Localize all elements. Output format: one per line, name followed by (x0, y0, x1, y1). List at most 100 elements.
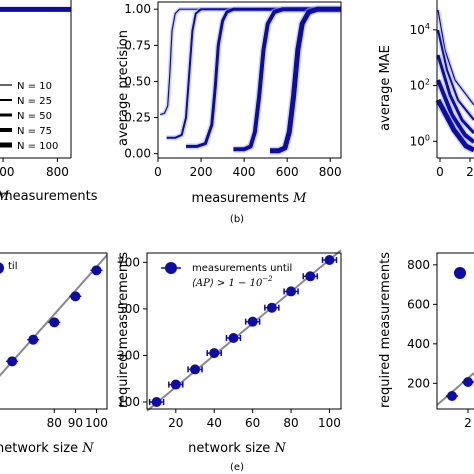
panel-f-point (463, 377, 473, 387)
panel-d-xticks: 80 90 100 (47, 409, 108, 430)
panel-e-xlabel-word: network size (188, 441, 270, 456)
panel-f-xtick-label: 2 (464, 416, 472, 430)
panel-d-xlabel-word: network size (0, 441, 78, 456)
panel-b-xticks: 0 200 400 600 800 (154, 158, 342, 179)
tick-exponent: 0 (425, 133, 430, 142)
panel-d-point (49, 317, 60, 328)
panel-c-series-4 (435, 98, 474, 153)
panel-f-yticks: 200 400 600 800 (407, 258, 437, 390)
panel-c-series-0 (437, 9, 474, 106)
panel-b-ytick-label: 0.50 (124, 74, 151, 88)
tick-exponent: 2 (425, 78, 430, 87)
panel-e-legend-line1: measurements until (192, 263, 292, 274)
panel-f-ylabel: required measurements (378, 252, 393, 408)
panel-f-frame (436, 252, 474, 410)
panel-a-xtick-label: 600 (0, 165, 15, 179)
panel-a-legend: N = 10 N = 25 N = 50 N = 75 N = 100 (0, 81, 58, 152)
panel-c-ytick-label: 100 (410, 133, 430, 148)
panel-e-point (305, 271, 316, 282)
panel-e-point (286, 286, 297, 297)
panel-b-yticks: 0.00 0.25 0.50 0.75 1.00 (124, 2, 158, 161)
panel-b-ytick-label: 1.00 (124, 2, 151, 16)
panel-f-xticks: 2 (464, 409, 472, 430)
panel-f-ytick-label: 400 (407, 337, 430, 351)
tick-exponent: 4 (425, 22, 430, 31)
panel-d-xtick-label: 100 (85, 416, 108, 430)
panel-d-xlabel-var: N (81, 441, 94, 456)
panel-e-xticks: 20 40 60 80 100 (168, 409, 341, 430)
panel-c-series-3 (436, 79, 474, 144)
panel-e-frame (146, 252, 342, 410)
panel-a-xticks: 600 800 (0, 158, 69, 179)
panel-a-legend-label: N = 75 (17, 126, 52, 137)
panel-e-ytick-label: 500 (117, 302, 140, 316)
panel-d-frame (0, 252, 108, 410)
panel-a-xlabel-var: M (0, 189, 10, 204)
panel-a-xlabel: measurements (0, 189, 98, 204)
panel-b-series-1 (166, 8, 341, 139)
panel-b: average precision 0.00 0.25 0.50 0.75 1.00 0… (116, 1, 342, 225)
panel-e-xlabel: network size N (188, 441, 286, 456)
panel-e-point (170, 379, 181, 390)
panel-c-ytick-label: 102 (410, 78, 430, 93)
panel-e-point (228, 332, 239, 343)
panel-d-legend-marker (0, 262, 4, 274)
panel-a-legend-label: N = 25 (17, 96, 52, 107)
panel-b-xtick-label: 400 (233, 165, 256, 179)
panel-f-legend-marker (454, 267, 466, 279)
panel-e: required measurements 100 300 500 700 20 40 6… (116, 249, 342, 473)
panel-b-xtick-label: 200 (190, 165, 213, 179)
panel-a-xtick-label: 800 (46, 165, 69, 179)
panel-e-ytick-label: 100 (117, 395, 140, 409)
panel-e-ylabel: required measurements (116, 252, 131, 408)
panel-a-legend-label: N = 50 (17, 111, 52, 122)
panel-f-ytick-label: 800 (407, 258, 430, 272)
panel-e-xtick-label: 20 (168, 416, 183, 430)
tick-base: 10 (410, 134, 425, 148)
panel-b-frame (157, 1, 342, 159)
panel-e-point (209, 348, 220, 359)
panel-a-legend-label: N = 100 (17, 141, 58, 152)
panel-e-xtick-label: 40 (207, 416, 222, 430)
panel-d-fit-line (0, 254, 108, 377)
panel-f-ytick-label: 600 (407, 297, 430, 311)
panel-d-xlabel: network size N (0, 441, 94, 456)
panel-e-point (190, 364, 201, 375)
panel-d-plot (0, 254, 108, 377)
panel-f-ytick-label: 200 (407, 376, 430, 390)
panel-c-plot (434, 9, 474, 154)
panel-b-ytick-label: 0.25 (124, 111, 151, 125)
panel-d-point (7, 356, 18, 367)
panel-c-ylabel: average MAE (378, 45, 393, 131)
panel-e-xtick-label: 80 (283, 416, 298, 430)
panel-e-legend-line2-exp: −2 (262, 275, 273, 283)
panel-b-ytick-label: 0.75 (124, 38, 151, 52)
panel-b-xlabel-var: M (292, 191, 307, 206)
panel-b-xtick-label: 800 (319, 165, 342, 179)
panel-e-plot (146, 249, 342, 412)
panel-d-point (28, 334, 39, 345)
panel-b-xtick-label: 600 (276, 165, 299, 179)
panel-b-ytick-label: 0.00 (124, 147, 151, 161)
panel-b-xlabel: measurements M (192, 191, 308, 206)
panel-f-point (447, 391, 457, 401)
panel-e-point (247, 316, 258, 327)
panel-e-xtick-label: 100 (318, 416, 341, 430)
panel-e-ytick-label: 700 (117, 255, 140, 269)
panel-c-series-2 (436, 54, 474, 135)
panel-d-point (91, 265, 102, 276)
panel-c-series-1 (437, 29, 474, 121)
panel-e-ytick-label: 300 (117, 348, 140, 362)
panel-c-ytick-label: 104 (410, 22, 430, 37)
tick-base: 10 (410, 23, 425, 37)
panel-e-legend: measurements until ⟨AP⟩ > 1 − 10−2 (161, 262, 292, 289)
panel-e-point (324, 254, 335, 265)
panel-b-xlabel-word: measurements (192, 191, 290, 206)
panel-b-series-3 (233, 7, 341, 152)
panel-d-xtick-label: 90 (68, 416, 83, 430)
panel-b-series-2 (186, 7, 341, 148)
panel-e-xlabel-var: N (273, 441, 286, 456)
panel-c-xtick-label: 0 (436, 165, 444, 179)
